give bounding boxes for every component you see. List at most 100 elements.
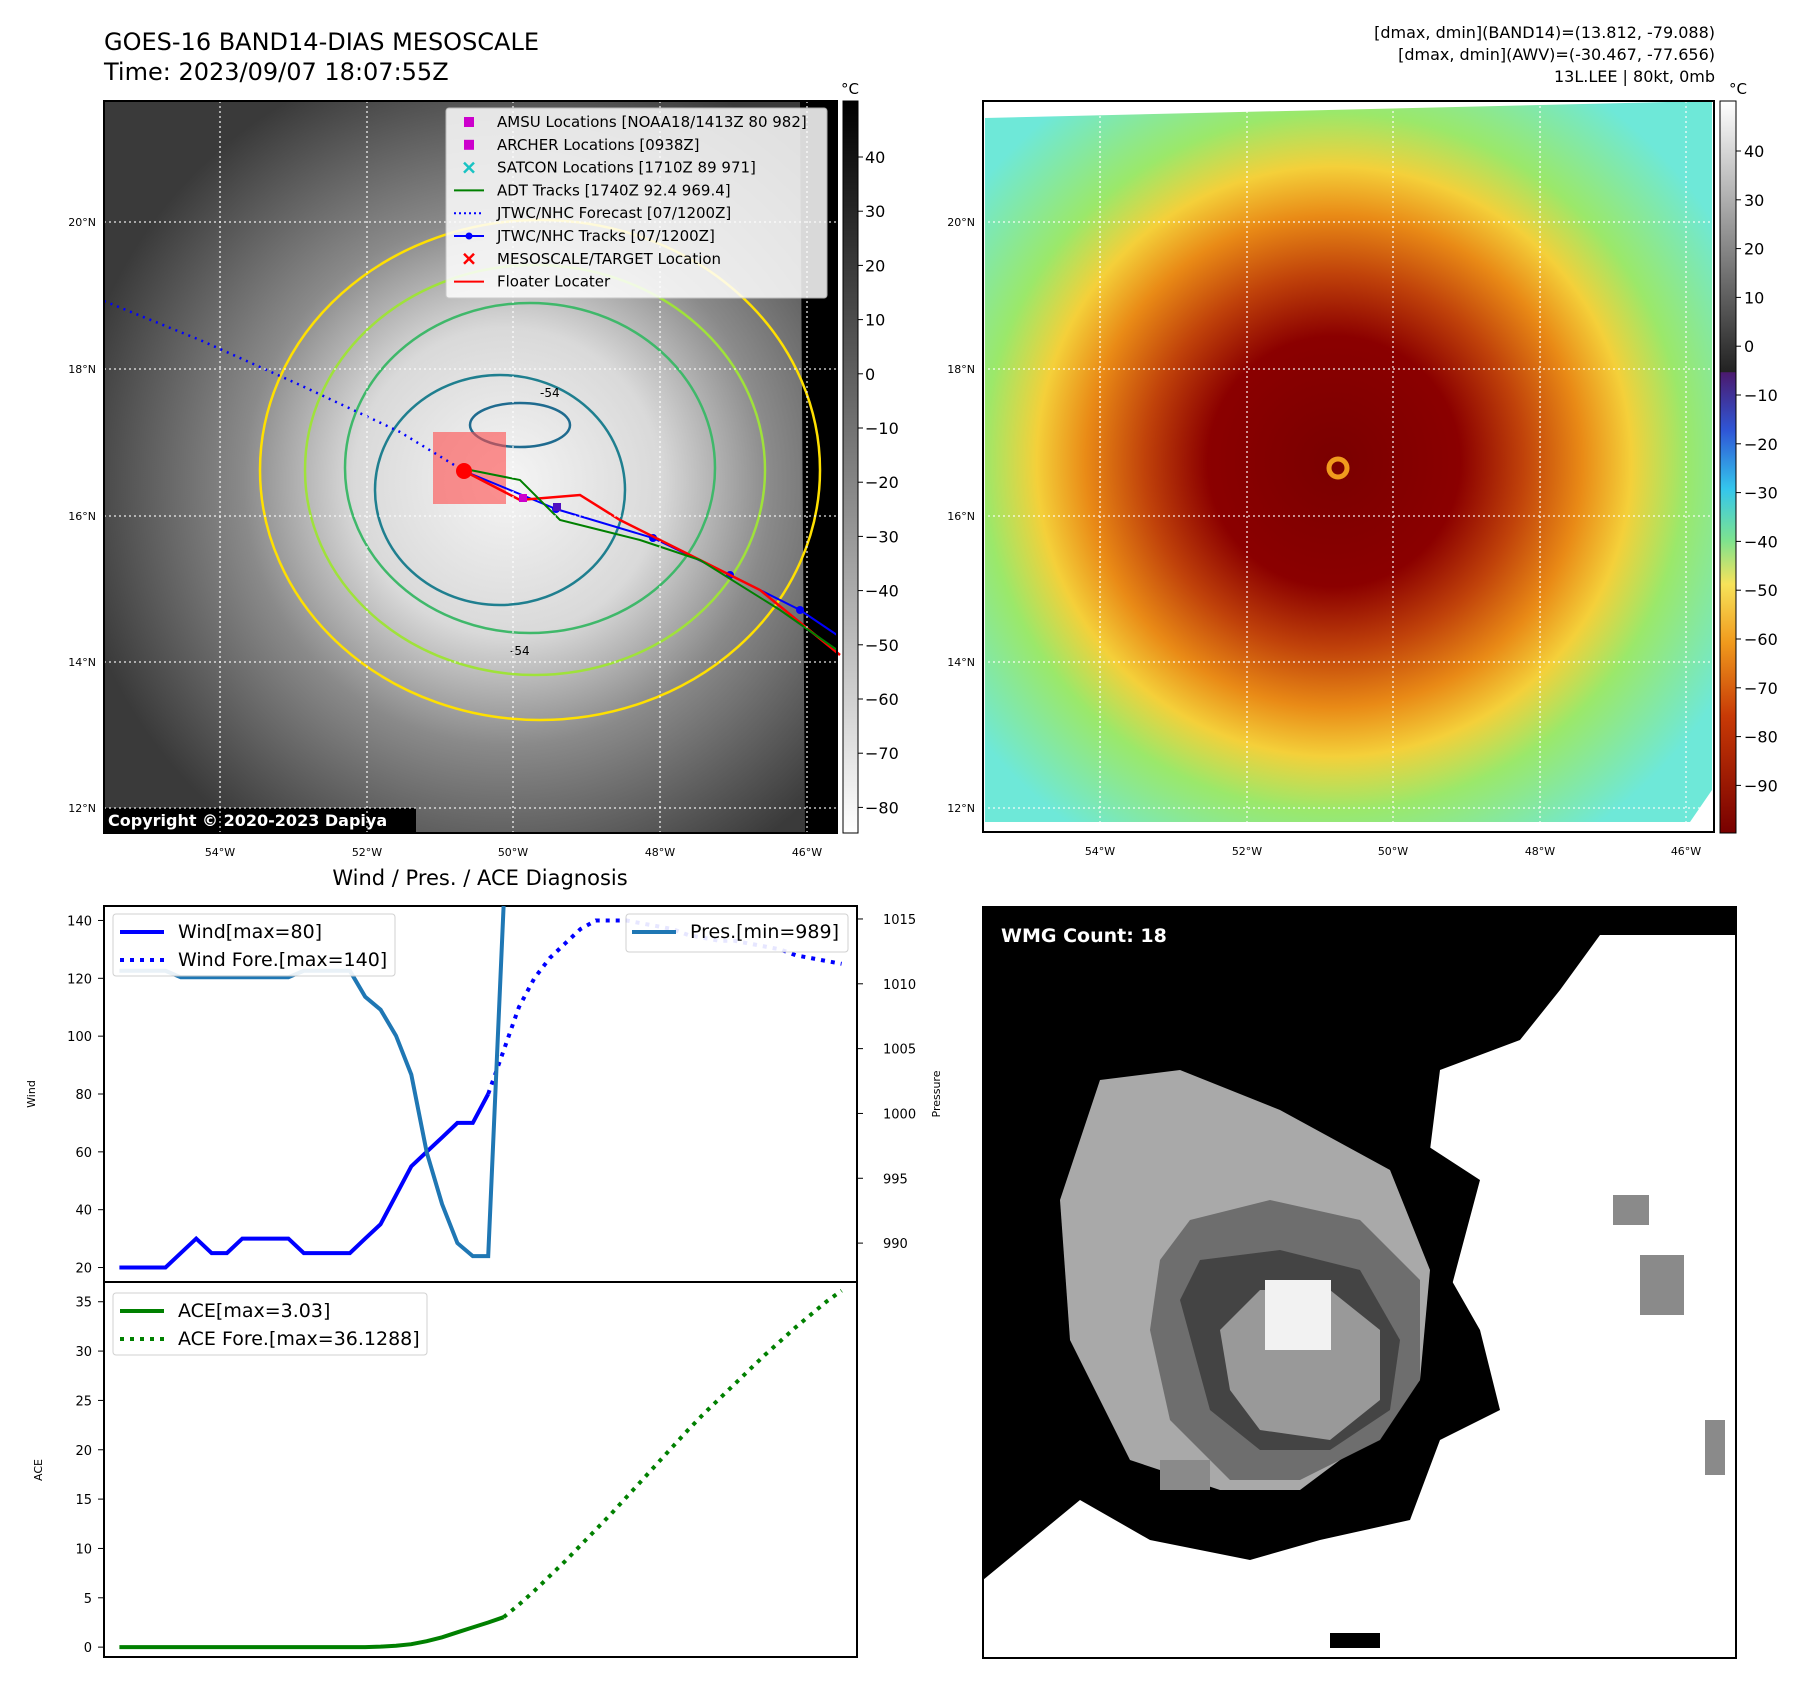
lon-label: 46°W <box>1671 845 1701 858</box>
lon-label: 52°W <box>1232 845 1262 858</box>
wmg-eyewall <box>1220 1290 1380 1440</box>
lon-label: 48°W <box>645 846 675 859</box>
colorbar-tick-label: −30 <box>1744 484 1778 503</box>
ace-ylabel: ACE <box>32 1459 45 1481</box>
lat-label: 18°N <box>68 363 96 376</box>
lat-label: 16°N <box>68 510 96 523</box>
colorbar-tick-label: 10 <box>865 311 885 330</box>
colorbar-tick-label: −50 <box>865 636 899 655</box>
pressure-ylabel: Pressure <box>930 1070 943 1117</box>
contour-inner <box>468 401 572 449</box>
wind-ytick-label: 40 <box>75 1204 92 1219</box>
wmg-gray-patch <box>1160 1460 1210 1490</box>
ir-lat-labels: 20°N 18°N 16°N 14°N 12°N <box>68 216 96 815</box>
pressure-legend-box <box>625 913 849 953</box>
chart-legend-label: ACE[max=3.03] <box>178 1300 330 1322</box>
legend-square-marker <box>464 139 474 150</box>
awv-colorbar-ramp <box>1719 100 1737 834</box>
wmg-gray-patch <box>1705 1420 1725 1475</box>
lon-label: 50°W <box>1378 845 1408 858</box>
colorbar-tick-label: 0 <box>1744 337 1754 356</box>
colorbar-tick-label: −90 <box>1744 776 1778 795</box>
awv-lon-labels: 54°W 52°W 50°W 48°W 46°W <box>1085 845 1701 858</box>
wmg-black-patch <box>1330 1633 1380 1648</box>
awv-lat-labels: 20°N 18°N 16°N 14°N 12°N <box>947 216 975 815</box>
lon-label: 54°W <box>1085 845 1115 858</box>
colorbar-tick-label: −10 <box>865 419 899 438</box>
pressure-ytick-label: 1005 <box>883 1043 916 1058</box>
storm-info: 13L.LEE | 80kt, 0mb <box>1554 67 1715 86</box>
lat-label: 14°N <box>947 656 975 669</box>
chart-legend-label: Wind[max=80] <box>178 921 322 943</box>
mesoscale-target-marker <box>456 463 472 479</box>
ir-colorbar-unit: °C <box>841 80 859 98</box>
wmg-gray-patch <box>1613 1195 1649 1225</box>
colorbar-tick-label: −50 <box>1744 581 1778 600</box>
contour-label: -54 <box>510 644 530 658</box>
lat-label: 20°N <box>68 216 96 229</box>
awv-imagery <box>985 101 1712 822</box>
jtwc-track-point <box>796 606 804 614</box>
awv-colorbar-unit: °C <box>1729 80 1747 98</box>
ace-ytick-label: 0 <box>84 1641 92 1656</box>
lon-label: 48°W <box>1525 845 1555 858</box>
contour-green <box>343 301 717 635</box>
ir-lon-labels: 54°W 52°W 50°W 48°W 46°W <box>205 846 822 859</box>
wmg-gray-patch <box>1640 1255 1684 1315</box>
legend-label: Floater Locater <box>497 273 611 291</box>
diagnosis-title: Wind / Pres. / ACE Diagnosis <box>332 866 627 890</box>
colorbar-tick-label: −60 <box>865 690 899 709</box>
ir-colorbar: °C 40 30 20 10 0 −10 −20 −30 −40 −50 −60 −70 −80 <box>841 80 899 834</box>
awv-map-gridlines <box>983 101 1714 832</box>
figure-time: Time: 2023/09/07 18:07:55Z <box>103 58 449 86</box>
colorbar-tick-label: 10 <box>1744 288 1764 307</box>
pressure-ytick-label: 1000 <box>883 1107 916 1122</box>
legend-label: JTWC/NHC Tracks [07/1200Z] <box>496 227 715 245</box>
copyright-text: Copyright © 2020-2023 Dapiya <box>108 811 387 830</box>
pressure-ytick-label: 1015 <box>883 913 916 928</box>
wind-legend-box <box>112 913 396 977</box>
lat-label: 12°N <box>947 802 975 815</box>
pressure-ytick-label: 995 <box>883 1172 908 1187</box>
map-legend: AMSU Locations [NOAA18/1413Z 80 982] ARCH… <box>445 107 828 299</box>
colorbar-tick-label: −70 <box>1744 679 1778 698</box>
archer-marker <box>519 494 527 502</box>
ace-ytick-label: 25 <box>75 1394 92 1409</box>
awv-map-panel: 20°N 18°N 16°N 14°N 12°N 54°W 52°W 50°W 48°W 46°… <box>947 100 1715 858</box>
lat-label: 16°N <box>947 510 975 523</box>
ace-ytick-label: 20 <box>75 1444 92 1459</box>
legend-x-marker <box>463 161 475 174</box>
chart-legend-label: Wind Fore.[max=140] <box>178 949 387 971</box>
adt-track-line <box>469 469 838 651</box>
colorbar-tick-label: 40 <box>865 148 885 167</box>
wind-ytick-label: 120 <box>67 972 92 987</box>
wmg-count-label: WMG Count: 18 <box>1001 925 1167 947</box>
ace-legend-box <box>112 1292 428 1356</box>
pressure-ytick-label: 990 <box>883 1237 908 1252</box>
legend-square-marker <box>464 117 474 127</box>
colorbar-tick-label: −40 <box>865 582 899 601</box>
legend-label: MESOSCALE/TARGET Location <box>497 250 721 268</box>
wmg-eye <box>1265 1280 1331 1350</box>
wind-ytick-label: 100 <box>67 1030 92 1045</box>
legend-label: AMSU Locations [NOAA18/1413Z 80 982] <box>497 113 807 131</box>
wmg-frame <box>982 906 1737 1659</box>
colorbar-tick-label: 40 <box>1744 142 1764 161</box>
colorbar-tick-label: −40 <box>1744 532 1778 551</box>
lon-label: 50°W <box>498 846 528 859</box>
wind-ytick-label: 20 <box>75 1262 92 1277</box>
awv-map-frame <box>982 100 1715 833</box>
ace-ytick-label: 5 <box>84 1592 92 1607</box>
ace-ytick-label: 15 <box>75 1493 92 1508</box>
chart-legend-label: Pres.[min=989] <box>690 921 839 943</box>
colorbar-tick-label: −10 <box>1744 386 1778 405</box>
colorbar-tick-label: −60 <box>1744 630 1778 649</box>
contour-label: -54 <box>540 386 560 400</box>
awv-colorbar: °C 40 30 20 10 0 −10 −20 −30 −40 −50 −60 −70 −80 −90 <box>1719 80 1778 834</box>
legend-label: ADT Tracks [1740Z 92.4 969.4] <box>497 181 731 199</box>
amsu-marker <box>553 503 561 511</box>
legend-x-marker <box>463 252 475 265</box>
ace-ytick-label: 10 <box>75 1542 92 1557</box>
colorbar-tick-label: 30 <box>865 202 885 221</box>
